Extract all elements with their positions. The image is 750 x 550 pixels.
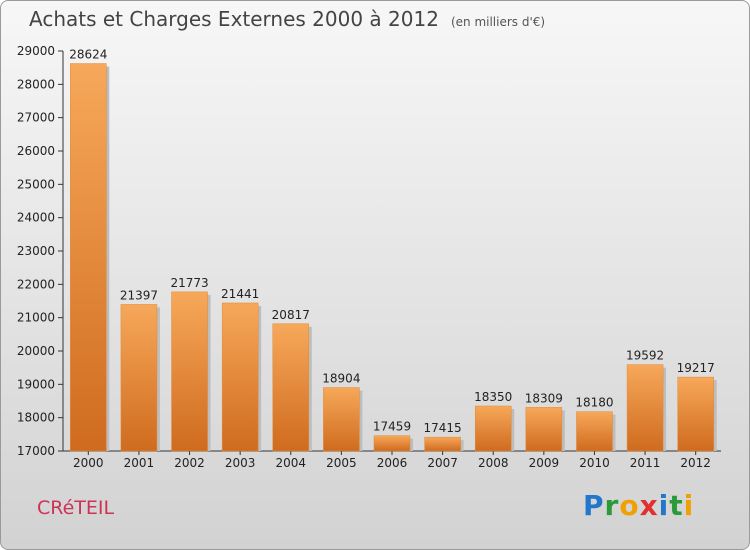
bar-value-label: 17459 [373,420,411,434]
bar [626,364,664,452]
logo-letter: P [583,489,605,522]
bar [323,387,360,452]
y-tick-label: 25000 [17,177,55,191]
bar [171,291,208,452]
y-tick-label: 21000 [17,311,55,325]
x-tick-label: 2008 [478,456,509,470]
chart-value-labels: 28624 21397 21773 21441 20817 18904 17459 17415… [69,48,715,436]
logo-letter: r [604,489,620,522]
y-tick-label: 28000 [17,77,55,91]
bar [525,407,563,452]
y-tick-label: 22000 [17,277,55,291]
logo-letter: x [639,489,659,522]
y-tick-label: 26000 [17,144,55,158]
y-tick-label: 19000 [17,377,55,391]
bar-value-label: 28624 [69,48,107,62]
bar-value-label: 18350 [474,390,512,404]
bar-value-label: 17415 [424,421,462,435]
logo-letter: t [669,489,684,522]
bar [576,411,613,452]
logo-letter: i [683,489,695,522]
x-tick-label: 2012 [680,456,711,470]
x-tick-label: 2011 [630,456,661,470]
bar [373,435,411,452]
y-tick-label: 18000 [17,411,55,425]
bar-value-label: 18309 [525,391,563,405]
x-tick-label: 2009 [529,456,560,470]
y-tick-label: 20000 [17,344,55,358]
x-tick-label: 2007 [427,456,458,470]
y-tick-label: 27000 [17,111,55,125]
x-tick-label: 2000 [73,456,104,470]
x-tick-label: 2010 [579,456,610,470]
bar-value-label: 18904 [322,372,360,386]
y-tick-label: 29000 [17,44,55,58]
bar-value-label: 21441 [221,287,259,301]
bar-value-label: 18180 [575,396,613,410]
x-tick-label: 2003 [225,456,256,470]
bar [221,302,259,452]
bar [272,323,310,452]
y-tick-label: 23000 [17,244,55,258]
bar [677,376,714,452]
bar-value-label: 21773 [170,276,208,290]
bar-value-label: 19217 [677,361,715,375]
chart-title: Achats et Charges Externes 2000 à 2012 (e… [29,7,545,31]
chart-bars [70,63,717,452]
x-tick-label: 2005 [326,456,357,470]
chart-axes: 17000 18000 19000 20000 21000 22000 23000 24000… [17,44,721,470]
x-tick-label: 2001 [124,456,155,470]
chart-subtitle: (en milliers d'€) [450,15,546,29]
logo-letter: i [658,489,670,522]
y-tick-label: 24000 [17,211,55,225]
chart-title-text: Achats et Charges Externes 2000 à 2012 [29,7,439,31]
bar-value-label: 19592 [626,349,664,363]
proxiti-logo: Proxiti [583,489,694,522]
y-tick-label: 17000 [17,444,55,458]
bar-value-label: 21397 [120,288,158,302]
bar [474,405,512,452]
bar-value-label: 20817 [272,308,310,322]
bar [70,63,107,452]
x-tick-label: 2002 [174,456,205,470]
x-tick-label: 2004 [275,456,306,470]
bar [120,304,158,452]
bar [424,436,461,452]
logo-letter: o [619,489,640,522]
x-tick-label: 2006 [377,456,408,470]
city-name: CRéTEIL [37,497,115,519]
